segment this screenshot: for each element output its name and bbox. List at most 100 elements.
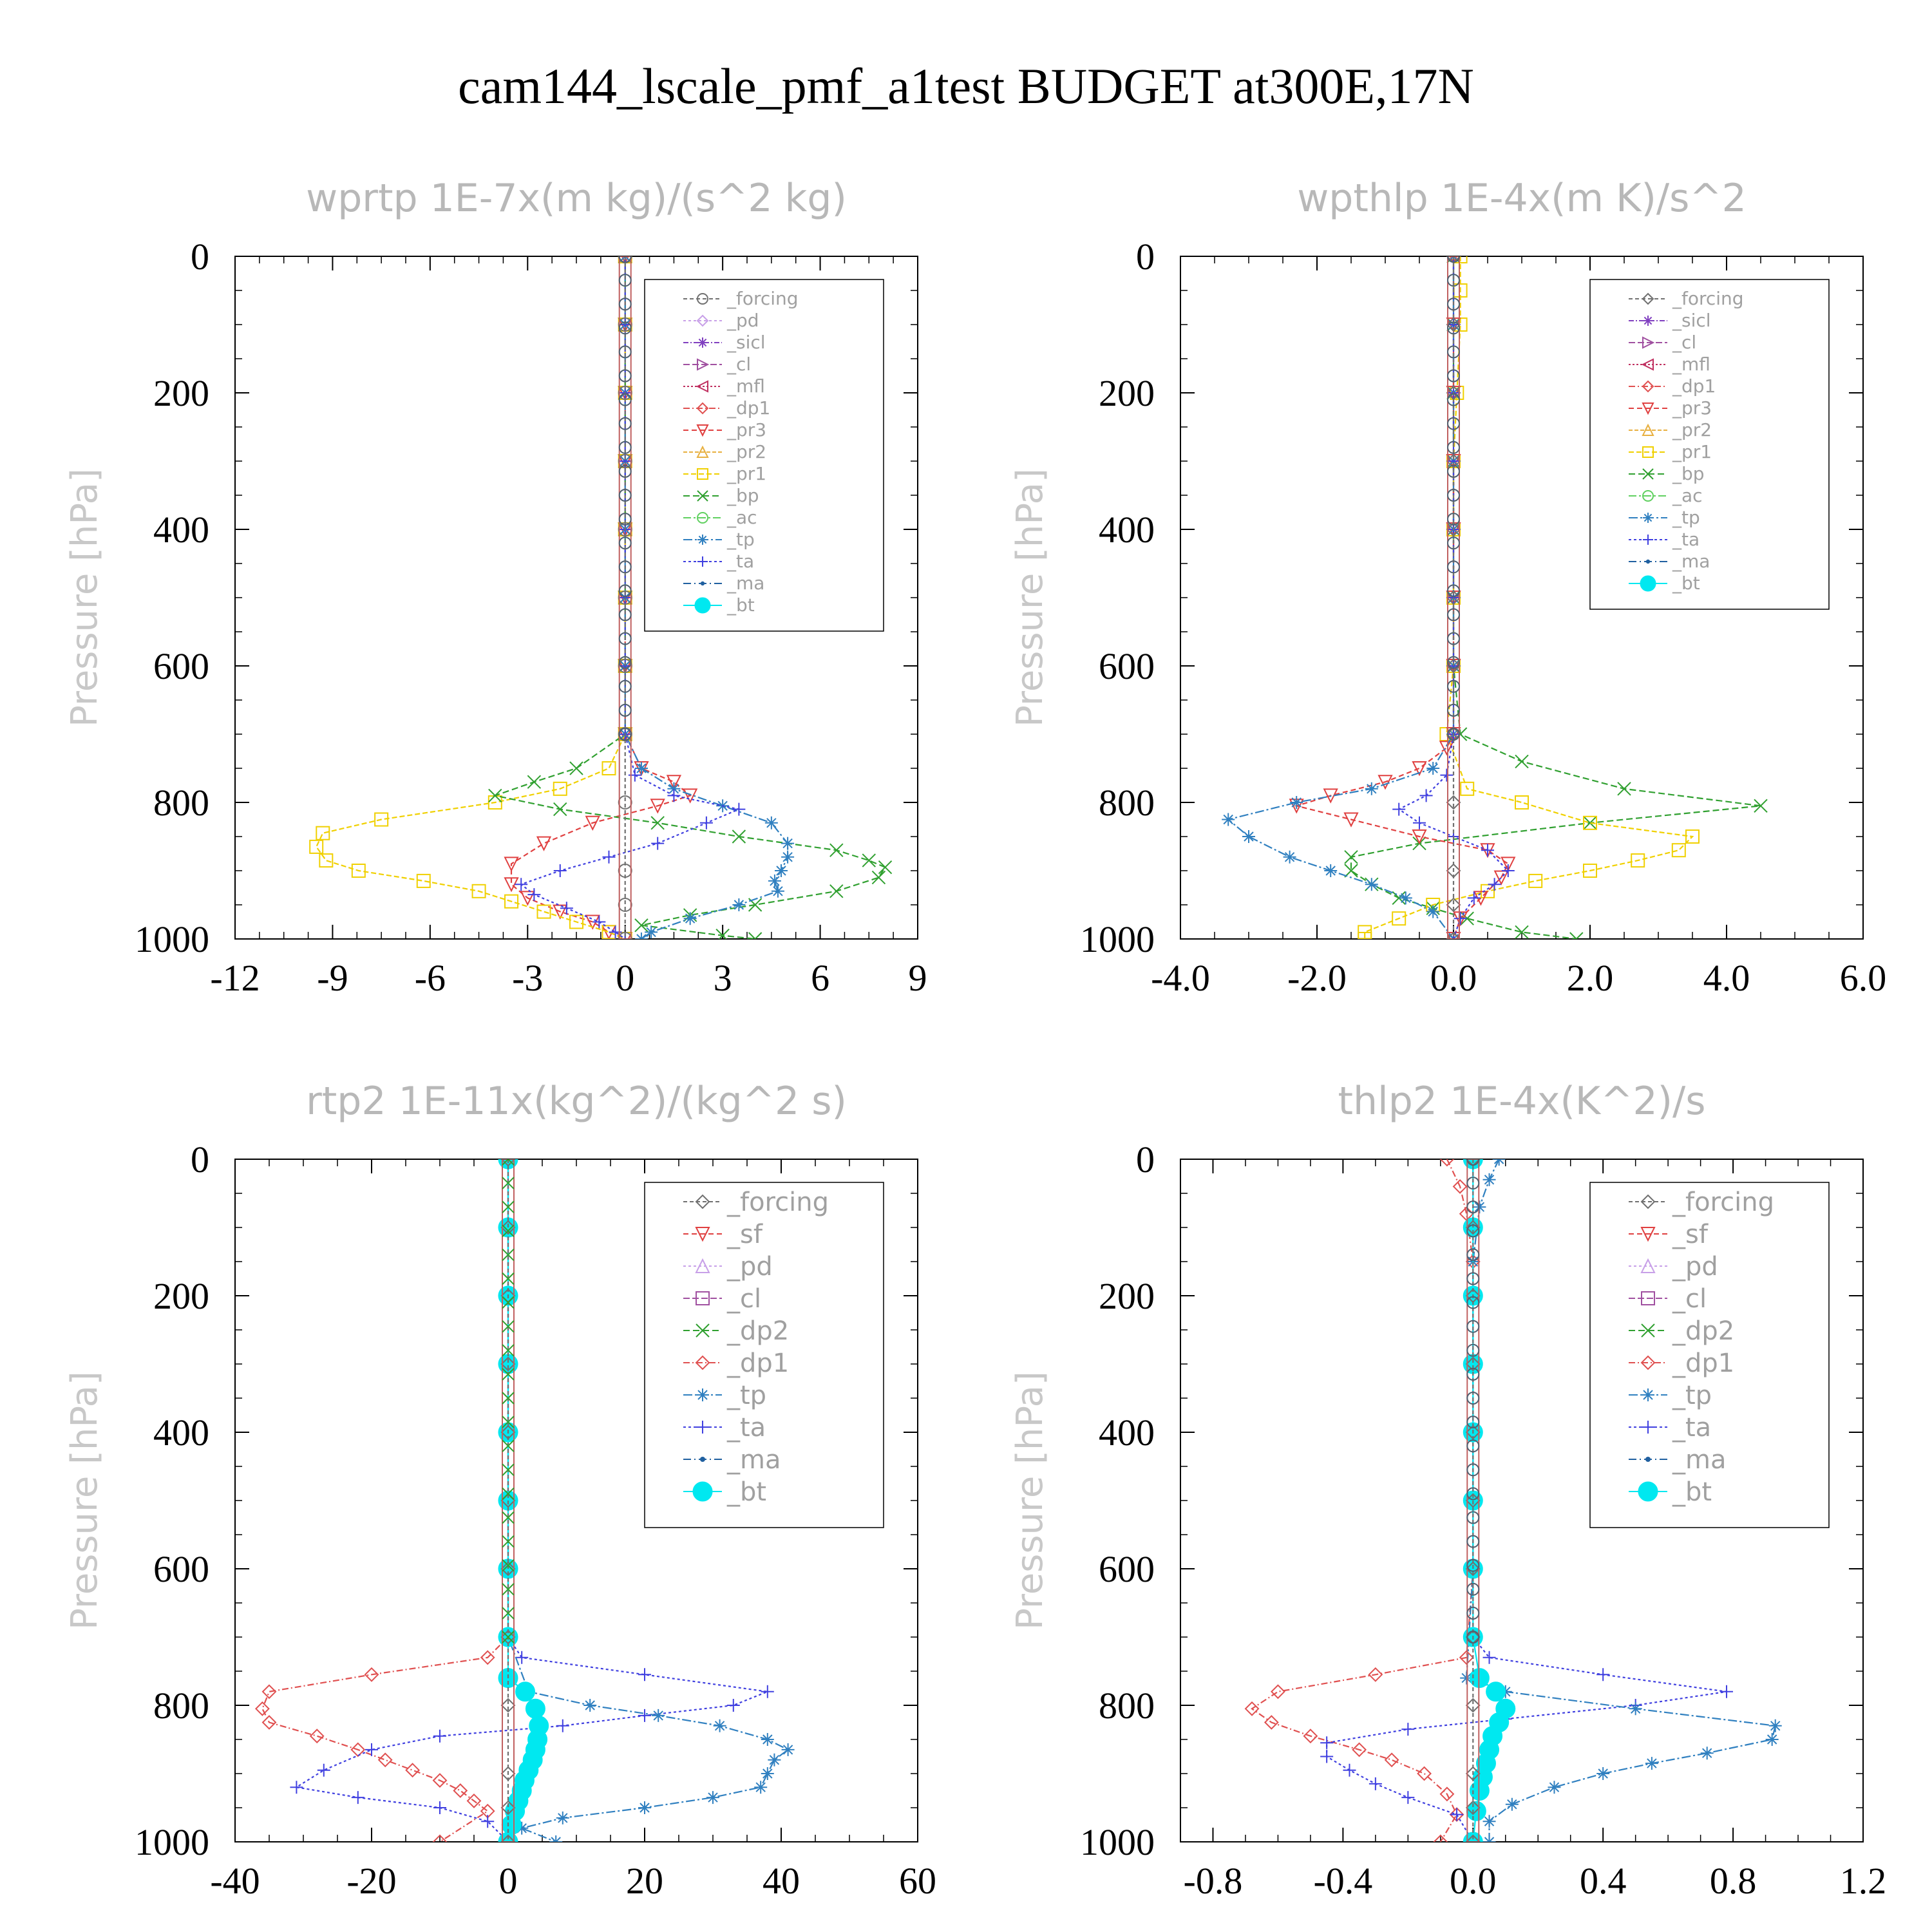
- data-point: [1482, 1815, 1496, 1828]
- data-point: [592, 915, 606, 929]
- legend-label: _pd: [726, 1252, 773, 1282]
- data-point: [553, 802, 567, 817]
- zero-marker: [502, 1200, 515, 1213]
- zero-column-band: [618, 256, 632, 939]
- data-point: [1343, 1763, 1356, 1777]
- legend-label: _pr1: [1672, 441, 1712, 462]
- y-axis-label: Pressure [hPa]: [1009, 1371, 1051, 1630]
- data-point: [1460, 781, 1475, 796]
- data-point: [1352, 1742, 1367, 1757]
- zero-marker: [618, 256, 632, 263]
- legend-label: _dp1: [726, 1349, 789, 1378]
- data-point: [553, 904, 568, 920]
- legend-marker: [696, 314, 709, 327]
- legend-item: _forcing: [1629, 288, 1744, 309]
- zero-marker: [1447, 728, 1460, 741]
- plot-area: [309, 256, 893, 939]
- legend-item: _forcing: [1629, 1188, 1774, 1217]
- legend-item: _pr3: [683, 419, 766, 440]
- legend-marker: [1643, 513, 1653, 523]
- data-point: [1426, 905, 1440, 918]
- zero-marker: [1466, 1200, 1480, 1214]
- data-point: [1446, 522, 1461, 537]
- legend-item: _cl: [1629, 1284, 1707, 1314]
- data-point: [1754, 799, 1768, 813]
- zero-column-band: [1447, 256, 1460, 939]
- legend-marker: [696, 1323, 710, 1338]
- data-point: [1465, 1220, 1481, 1235]
- zero-marker: [1466, 1511, 1480, 1524]
- y-tick-label: 200: [153, 372, 209, 414]
- panel-title: wpthlp 1E-4x(m K)/s^2: [1297, 176, 1747, 221]
- zero-marker: [618, 656, 632, 669]
- data-point: [829, 843, 844, 857]
- data-point: [1596, 1668, 1610, 1681]
- x-tick-label: -12: [210, 957, 260, 999]
- data-point: [583, 1699, 597, 1712]
- data-point: [1481, 844, 1494, 857]
- data-point: [1401, 1723, 1415, 1736]
- zero-marker: [618, 298, 632, 311]
- data-point: [1453, 256, 1468, 263]
- data-point: [1264, 1715, 1279, 1730]
- legend-item: _tp: [683, 529, 755, 550]
- data-point: [1446, 931, 1461, 939]
- legend-item: _sicl: [683, 332, 766, 353]
- data-point: [1700, 1747, 1714, 1760]
- data-point: [775, 864, 788, 877]
- data-point: [1569, 932, 1584, 939]
- data-point: [1765, 1733, 1779, 1746]
- data-point: [374, 812, 389, 827]
- data-point: [500, 1159, 516, 1167]
- legend-label: _mfl: [726, 375, 765, 397]
- data-point: [1465, 1159, 1481, 1167]
- legend-marker: [696, 402, 709, 415]
- data-point: [500, 1425, 516, 1440]
- data-point: [553, 864, 567, 877]
- legend-label: _tp: [1672, 507, 1700, 528]
- y-tick-label: 800: [1099, 1685, 1155, 1727]
- data-point: [453, 1783, 468, 1798]
- legend-item: _dp1: [1629, 1349, 1734, 1378]
- data-point: [1465, 1288, 1481, 1303]
- series-dp1: [1244, 1159, 1481, 1842]
- data-point: [1465, 1561, 1481, 1577]
- zero-marker: [502, 1224, 515, 1238]
- data-point: [1283, 850, 1296, 864]
- legend-label: _ac: [1672, 485, 1703, 506]
- legend-label: _dp2: [726, 1316, 789, 1346]
- data-point: [515, 1651, 529, 1664]
- data-point: [1446, 385, 1461, 401]
- zero-marker: [1447, 440, 1460, 454]
- zero-column: [1466, 1159, 1480, 1842]
- data-point: [1631, 853, 1645, 868]
- data-point: [481, 1815, 495, 1828]
- data-point: [732, 829, 746, 844]
- series-tp: [1222, 256, 1460, 939]
- data-point: [488, 788, 502, 803]
- zero-marker: [1466, 1343, 1480, 1357]
- legend-label: _ma: [726, 1445, 781, 1475]
- x-tick-label: 20: [626, 1860, 663, 1902]
- data-point: [471, 884, 486, 898]
- y-tick-label: 800: [153, 1685, 209, 1727]
- data-point: [862, 853, 876, 867]
- x-tick-label: -2.0: [1287, 957, 1347, 999]
- data-point: [1469, 1668, 1490, 1689]
- legend-label: _ta: [1672, 529, 1700, 550]
- zero-marker: [502, 1631, 515, 1643]
- zero-marker: [1447, 321, 1460, 335]
- data-point: [713, 1719, 726, 1732]
- data-point: [726, 1699, 740, 1712]
- legend: _forcing_sicl_cl_mfl_dp1_pr3_pr2_pr1_bp_…: [1589, 279, 1830, 610]
- data-point: [1440, 768, 1454, 782]
- legend-box: [1589, 1182, 1830, 1528]
- y-tick-label: 400: [1099, 1412, 1155, 1454]
- legend-marker: [1642, 402, 1654, 415]
- data-point: [1290, 796, 1303, 809]
- data-point: [1378, 775, 1393, 790]
- legend-item: _ac: [683, 507, 757, 528]
- data-point: [1343, 812, 1359, 828]
- data-point: [500, 1698, 516, 1713]
